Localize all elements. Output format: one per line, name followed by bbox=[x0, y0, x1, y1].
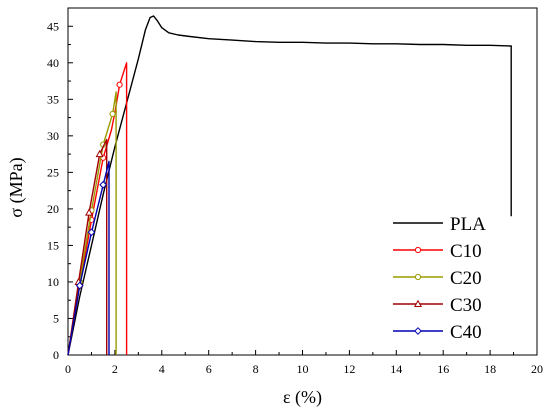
data-point-c30 bbox=[95, 149, 104, 158]
y-tick-label: 25 bbox=[47, 165, 59, 179]
y-axis-ticks: 0 5 10 15 20 25 30 35 40 45 bbox=[47, 19, 73, 362]
y-tick-label: 40 bbox=[47, 56, 59, 70]
x-tick-label: 6 bbox=[206, 362, 212, 376]
x-tick-label: 2 bbox=[112, 362, 118, 376]
y-tick-label: 30 bbox=[47, 129, 59, 143]
legend-label-c10: C10 bbox=[450, 241, 482, 262]
x-tick-label: 10 bbox=[297, 362, 309, 376]
x-axis-title: ε (%) bbox=[283, 387, 322, 408]
data-point-c30 bbox=[85, 208, 94, 216]
series-layer bbox=[67, 15, 512, 356]
x-tick-label: 12 bbox=[343, 362, 355, 376]
x-tick-label: 18 bbox=[484, 362, 496, 376]
y-tick-label: 45 bbox=[47, 19, 59, 33]
data-point-c40 bbox=[87, 228, 96, 237]
legend-label-c40: C40 bbox=[450, 322, 482, 343]
x-tick-label: 0 bbox=[65, 362, 71, 376]
y-tick-label: 5 bbox=[53, 311, 59, 325]
data-point-c40 bbox=[99, 180, 108, 189]
x-tick-label: 20 bbox=[531, 362, 543, 376]
x-tick-label: 4 bbox=[159, 362, 165, 376]
legend-label-pla: PLA bbox=[450, 214, 486, 235]
x-tick-label: 8 bbox=[253, 362, 259, 376]
series-line-c30 bbox=[67, 138, 108, 356]
y-tick-label: 20 bbox=[47, 202, 59, 216]
y-tick-label: 35 bbox=[47, 92, 59, 106]
x-axis-ticks: 0 2 4 6 8 10 12 14 16 18 20 bbox=[65, 350, 543, 376]
legend-marker-c30 bbox=[413, 299, 423, 308]
data-point-c10 bbox=[116, 81, 123, 88]
legend: PLA C10 C20 C30 C40 bbox=[393, 214, 486, 343]
legend-marker-c20 bbox=[414, 273, 422, 281]
y-axis-title: σ (MPa) bbox=[6, 157, 27, 217]
x-tick-label: 16 bbox=[437, 362, 449, 376]
series-line-c10 bbox=[67, 62, 128, 356]
legend-label-c20: C20 bbox=[450, 268, 482, 289]
series-line-pla bbox=[67, 15, 512, 356]
series-line-c40 bbox=[67, 160, 110, 356]
y-tick-label: 15 bbox=[47, 238, 59, 252]
y-tick-label: 10 bbox=[47, 275, 59, 289]
y-tick-label: 0 bbox=[53, 348, 59, 362]
x-tick-label: 14 bbox=[390, 362, 402, 376]
legend-marker-c40 bbox=[414, 327, 422, 335]
data-point-c40 bbox=[75, 281, 84, 290]
legend-marker-c10 bbox=[414, 246, 422, 254]
data-point-c20 bbox=[109, 110, 116, 118]
legend-label-c30: C30 bbox=[450, 295, 482, 316]
